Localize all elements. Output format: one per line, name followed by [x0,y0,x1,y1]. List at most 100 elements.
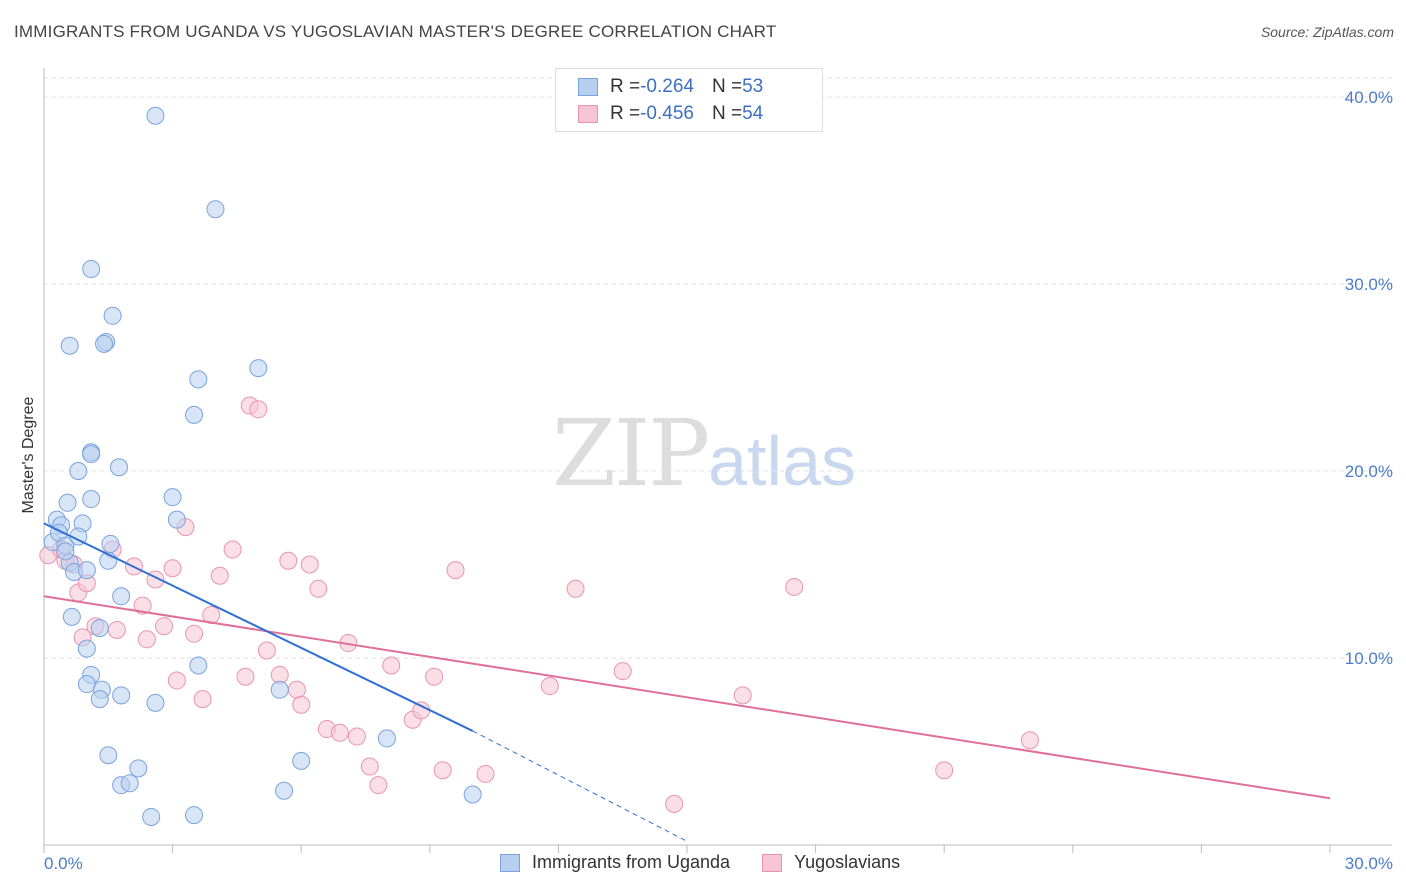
series-legend-label: Immigrants from Uganda [532,852,731,872]
trend-line-uganda [43,522,474,732]
data-point-uganda [56,542,75,561]
legend-n-value: 54 [742,103,764,124]
legend-swatch-uganda [578,78,598,96]
data-point-yugoslavians [107,620,126,639]
data-point-yugoslavians [249,400,268,419]
y-tick-label: 10.0% [1345,649,1393,668]
data-point-yugoslavians [935,761,954,780]
data-point-yugoslavians [360,757,379,776]
tick-labels: 10.0% 20.0% 30.0% 40.0% 0.0% 30.0% [44,88,1393,873]
data-point-uganda [129,759,148,778]
data-point-uganda [146,106,165,125]
data-point-yugoslavians [279,551,298,570]
legend-swatch-yugoslavians [578,105,598,123]
series-legend-yugoslavians: Yugoslavians [762,852,900,873]
data-point-uganda [110,458,129,477]
data-point-uganda [146,693,165,712]
data-point-uganda [167,510,186,529]
data-point-uganda [189,656,208,675]
data-point-uganda [82,445,101,464]
source-label: Source: ZipAtlas.com [1260,24,1394,40]
watermark-zip: ZIP [552,400,710,507]
trend-lines [43,522,1331,842]
data-point-uganda [82,260,101,279]
data-point-uganda [77,675,96,694]
data-point-uganda [112,686,131,705]
data-point-uganda [90,619,109,638]
data-point-yugoslavians [476,764,495,783]
y-tick-label: 20.0% [1345,462,1393,481]
data-point-uganda [270,680,289,699]
data-point-uganda [142,807,161,826]
data-point-yugoslavians [292,695,311,714]
data-point-uganda [249,359,268,378]
x-tick-label: 0.0% [44,854,83,873]
data-point-uganda [99,746,118,765]
data-point-yugoslavians [566,579,585,598]
data-point-yugoslavians [300,555,319,574]
data-point-uganda [77,639,96,658]
data-point-yugoslavians [733,686,752,705]
data-point-yugoslavians [287,680,306,699]
data-point-yugoslavians [1020,731,1039,750]
correlation-legend: R = -0.264 N = 53 R = -0.456 N = 54 [555,68,823,132]
data-point-yugoslavians [665,794,684,813]
series-legend: Immigrants from Uganda Yugoslavians [500,852,932,873]
data-point-uganda [292,751,311,770]
data-point-uganda [60,336,79,355]
data-point-uganda [82,490,101,509]
legend-r-value: -0.456 [640,103,694,124]
legend-r-label: R = [610,76,641,97]
data-point-yugoslavians [133,596,152,615]
data-point-yugoslavians [347,727,366,746]
axes [43,68,1392,853]
data-point-yugoslavians [309,579,328,598]
data-point-yugoslavians [163,559,182,578]
y-tick-label: 30.0% [1345,275,1393,294]
data-point-uganda [185,806,204,825]
data-point-uganda [103,306,122,325]
data-point-uganda [58,493,77,512]
data-point-uganda [112,587,131,606]
data-point-yugoslavians [167,671,186,690]
data-point-yugoslavians [223,540,242,559]
legend-row-uganda: R = -0.264 N = 53 [578,75,763,99]
x-tick-label: 30.0% [1345,854,1393,873]
data-point-uganda [69,462,88,480]
data-point-uganda [185,405,204,424]
data-point-yugoslavians [155,617,174,636]
series-yugoslavians [39,396,1039,813]
data-point-yugoslavians [412,701,431,720]
data-point-yugoslavians [137,630,156,649]
legend-n-label: N = [711,103,743,124]
watermark: ZIPatlas [552,400,856,507]
data-point-yugoslavians [270,665,289,684]
chart-title: IMMIGRANTS FROM UGANDA VS YUGOSLAVIAN MA… [14,22,777,41]
data-point-yugoslavians [613,662,632,681]
y-axis-label: Master's Degree [20,396,37,513]
data-point-yugoslavians [785,577,804,596]
data-point-yugoslavians [425,667,444,686]
watermark-atlas: atlas [708,422,857,500]
legend-r-value: -0.264 [640,76,694,97]
data-point-uganda [101,534,120,553]
series-swatch-uganda [500,853,520,872]
data-point-uganda [77,561,96,580]
trend-line-yugoslavians [43,595,1331,800]
data-point-uganda [377,729,396,748]
data-point-yugoslavians [369,776,388,795]
legend-n-value: 53 [742,76,764,97]
data-point-yugoslavians [382,656,401,675]
data-point-uganda [120,774,139,793]
data-point-uganda [206,200,225,219]
data-point-uganda [62,607,81,626]
legend-row-yugoslavians: R = -0.456 N = 54 [578,102,763,126]
data-point-yugoslavians [210,566,229,585]
y-tick-label: 40.0% [1345,88,1393,107]
data-point-yugoslavians [185,624,204,643]
grid-lines [44,77,1392,659]
trend-extension-uganda [472,730,688,842]
series-legend-uganda: Immigrants from Uganda [500,852,730,873]
legend-n-label: N = [711,76,743,97]
